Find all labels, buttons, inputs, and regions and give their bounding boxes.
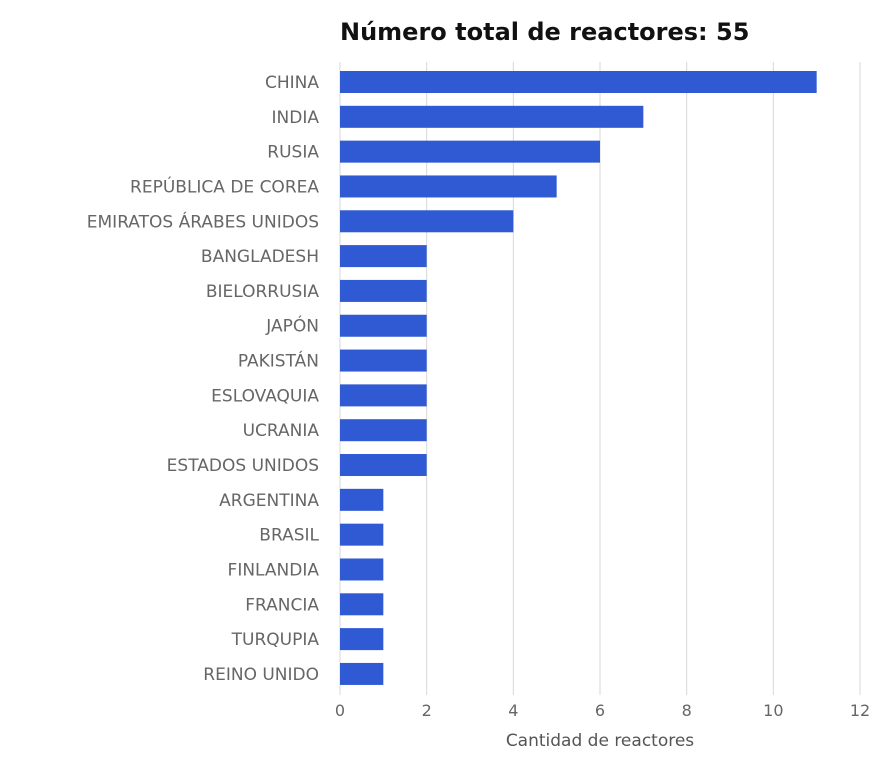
- category-label: ESLOVAQUIA: [211, 386, 319, 406]
- x-tick-label: 2: [422, 701, 432, 720]
- category-label: ARGENTINA: [219, 491, 319, 511]
- bar: [340, 488, 384, 511]
- bar: [340, 419, 427, 442]
- gridlines: [339, 62, 861, 695]
- bar: [340, 384, 427, 407]
- bar: [340, 558, 384, 581]
- x-tick-label: 6: [595, 701, 605, 720]
- category-label: TURQUPIA: [231, 630, 320, 650]
- category-label: BANGLADESH: [201, 247, 319, 267]
- category-label: FRANCIA: [245, 595, 319, 615]
- bar: [340, 523, 384, 546]
- x-tick-label: 8: [682, 701, 692, 720]
- bar: [340, 628, 384, 651]
- chart-title: Número total de reactores: 55: [340, 18, 750, 46]
- bar: [340, 175, 557, 198]
- bar: [340, 140, 600, 163]
- category-label: REPÚBLICA DE COREA: [130, 175, 319, 197]
- category-label: INDIA: [272, 108, 320, 128]
- bar: [340, 349, 427, 372]
- category-label: BIELORRUSIA: [206, 282, 320, 302]
- bar: [340, 105, 644, 128]
- category-label: ESTADOS UNIDOS: [167, 456, 319, 476]
- bar: [340, 245, 427, 268]
- category-label: UCRANIA: [243, 421, 320, 441]
- category-label: REINO UNIDO: [203, 665, 319, 685]
- bar: [340, 314, 427, 337]
- category-label: FINLANDIA: [228, 560, 320, 580]
- category-label: PAKISTÁN: [238, 350, 319, 372]
- x-axis-label: Cantidad de reactores: [505, 731, 695, 751]
- category-labels: CHINA INDIA RUSIA REPÚBLICA DE COREA EMIRATO…: [87, 73, 320, 685]
- category-label: JAPÓN: [265, 315, 319, 337]
- bar: [340, 210, 514, 233]
- bar: [340, 593, 384, 616]
- category-label: EMIRATOS ÁRABES UNIDOS: [87, 210, 319, 232]
- bar: [340, 454, 427, 477]
- x-tick-label: 4: [508, 701, 518, 720]
- category-label: RUSIA: [267, 143, 319, 163]
- x-tick-label: 10: [763, 701, 783, 720]
- bars: [340, 71, 817, 685]
- bar: [340, 71, 817, 93]
- x-tick-labels: 0 2 4 6 8 10 12: [335, 701, 870, 720]
- bar: [340, 662, 384, 685]
- category-label: BRASIL: [259, 526, 319, 546]
- bar: [340, 279, 427, 302]
- category-label: CHINA: [265, 73, 319, 93]
- x-tick-label: 0: [335, 701, 345, 720]
- x-tick-label: 12: [850, 701, 870, 720]
